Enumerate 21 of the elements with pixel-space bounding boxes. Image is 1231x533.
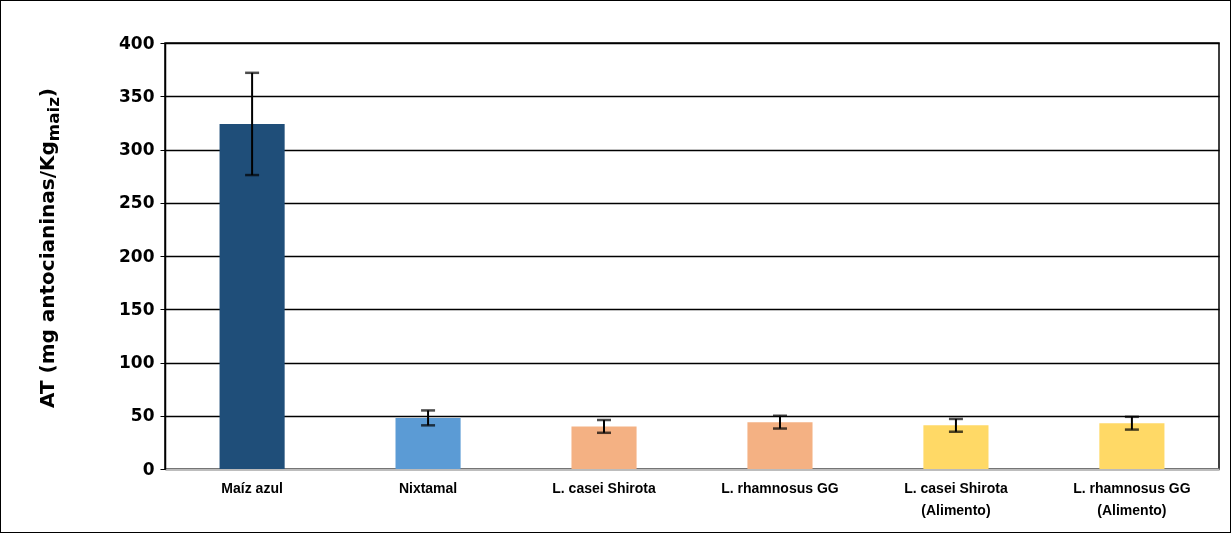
bar bbox=[923, 425, 989, 469]
x-tick-label: L. rhamnosus GG bbox=[721, 479, 839, 496]
x-tick-label: L. casei Shirota bbox=[552, 479, 656, 496]
bar bbox=[747, 422, 813, 469]
y-tick-label: 0 bbox=[142, 458, 155, 479]
y-tick-label: 50 bbox=[130, 405, 155, 426]
y-tick-label: 150 bbox=[119, 298, 155, 319]
x-tick-label: L. rhamnosus GG (Alimento) bbox=[1073, 479, 1191, 518]
x-tick-label: L. casei Shirota (Alimento) bbox=[904, 479, 1008, 518]
y-tick-label: 100 bbox=[119, 352, 155, 372]
bar bbox=[1099, 423, 1165, 469]
y-tick-label: 300 bbox=[119, 139, 155, 159]
y-tick-label: 250 bbox=[119, 192, 155, 213]
x-tick-label: Nixtamal bbox=[398, 479, 458, 496]
bar bbox=[571, 426, 637, 469]
x-tick-label: Maíz azul bbox=[221, 479, 283, 496]
bar bbox=[219, 123, 285, 469]
y-tick-label: 200 bbox=[119, 245, 155, 266]
y-tick-label: 400 bbox=[119, 32, 155, 53]
bar bbox=[395, 417, 461, 469]
y-tick-label: 350 bbox=[119, 85, 155, 106]
